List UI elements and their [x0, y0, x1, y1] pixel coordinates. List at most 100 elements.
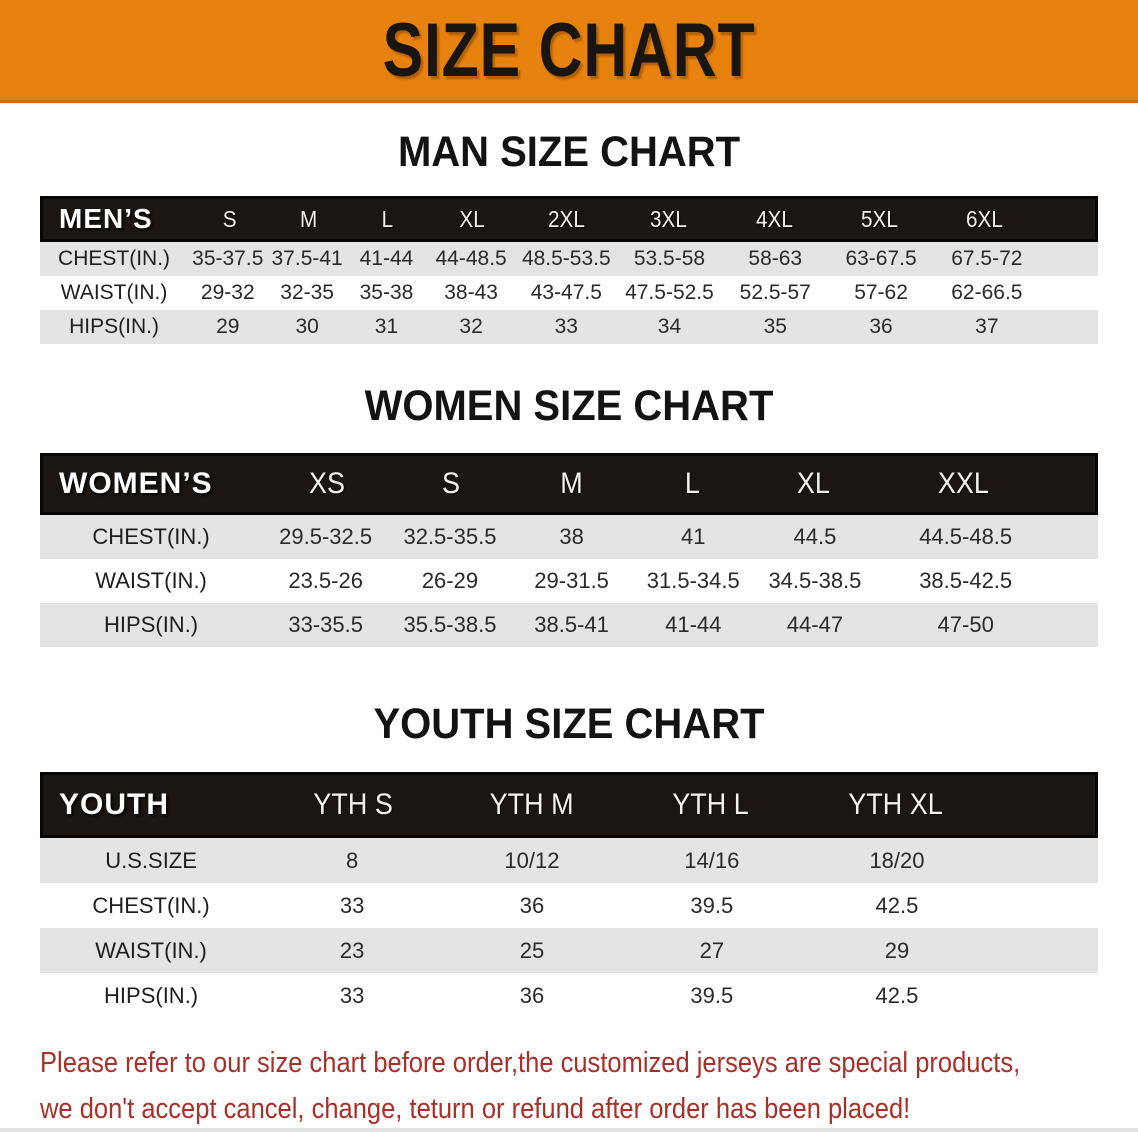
- men-group-label-text: MEN’S: [59, 203, 153, 234]
- men-column-header: M: [269, 199, 348, 239]
- disclaimer-line-1: Please refer to our size chart before or…: [40, 1047, 1021, 1079]
- youth-size-value-text: 36: [519, 892, 545, 918]
- women-column-header: S: [390, 456, 511, 512]
- women-band-spacer: [1053, 456, 1095, 512]
- men-size-value-text: 29-32: [200, 281, 255, 304]
- women-size-value-text: 44.5: [793, 524, 837, 549]
- youth-size-value-text: 39.5: [690, 892, 734, 918]
- women-size-value-text: 41: [681, 524, 706, 549]
- women-size-value-text: 29-31.5: [534, 568, 609, 593]
- men-size-value-text: 58-63: [748, 247, 803, 270]
- men-row-label: CHEST(IN.): [40, 242, 188, 276]
- youth-size-value: 42.5: [802, 973, 992, 1018]
- women-column-header-text: M: [560, 467, 583, 500]
- women-size-value-text: 26-29: [421, 568, 479, 593]
- women-size-value: 44.5: [754, 515, 876, 559]
- women-size-value: 33-35.5: [262, 603, 389, 647]
- men-size-value: 48.5-53.5: [516, 242, 617, 276]
- youth-size-value-text: 8: [345, 847, 359, 873]
- men-size-value: 53.5-58: [617, 242, 723, 276]
- men-size-value: 43-47.5: [516, 276, 617, 310]
- youth-size-value-text: 10/12: [504, 847, 560, 873]
- youth-size-table: YOUTH YTH S YTH M YTH L YTH XL U.S.SIZE 8 10/12…: [40, 772, 1098, 1018]
- men-column-header-text: XL: [458, 205, 485, 232]
- men-column-header-text: 5XL: [860, 205, 898, 232]
- youth-size-value-text: 42.5: [875, 982, 919, 1008]
- women-row-label: CHEST(IN.): [40, 515, 262, 559]
- women-column-header: XXL: [874, 456, 1053, 512]
- men-row-label-text: CHEST(IN.): [58, 247, 171, 270]
- men-size-value: 38-43: [426, 276, 516, 310]
- youth-row-label-text: U.S.SIZE: [105, 847, 197, 873]
- youth-size-value-text: 18/20: [869, 847, 925, 873]
- men-size-value-text: 41-44: [359, 247, 414, 270]
- men-size-value: 32: [426, 310, 516, 344]
- men-size-value-text: 67.5-72: [951, 247, 1023, 270]
- men-size-value-text: 35-38: [359, 281, 414, 304]
- men-size-value-text: 44-48.5: [435, 247, 507, 270]
- youth-row-label-text: WAIST(IN.): [95, 937, 207, 963]
- women-size-value-text: 44.5-48.5: [919, 524, 1013, 549]
- women-size-value-text: 38.5-41: [534, 612, 609, 637]
- men-column-header-text: 4XL: [755, 205, 793, 232]
- men-size-value-text: 34: [657, 315, 682, 338]
- men-measure-row: HIPS(IN.) 29 30 31 32 33 34 35 36 37: [40, 310, 1098, 344]
- men-size-value-text: 36: [869, 315, 893, 338]
- men-size-value-text: 32-35: [280, 281, 334, 304]
- men-column-header: 3XL: [616, 199, 721, 239]
- men-size-value: 36: [828, 310, 934, 344]
- men-measure-row: CHEST(IN.) 35-37.5 37.5-41 41-44 44-48.5 48.5…: [40, 242, 1098, 276]
- men-column-header-text: 6XL: [966, 205, 1003, 232]
- youth-size-value-text: 39.5: [690, 982, 734, 1008]
- youth-band-spacer: [990, 775, 1095, 835]
- size-chart-banner: SIZE CHART: [0, 0, 1138, 103]
- youth-size-value-text: 23: [339, 937, 365, 963]
- men-size-value-text: 53.5-58: [633, 247, 706, 270]
- women-size-value-text: 44-47: [786, 612, 844, 637]
- youth-size-value: 42.5: [802, 883, 992, 928]
- men-column-header-text: S: [222, 205, 237, 232]
- youth-measure-row: U.S.SIZE 8 10/12 14/16 18/20: [40, 838, 1098, 883]
- women-row-label-text: HIPS(IN.): [104, 612, 199, 637]
- women-row-label: WAIST(IN.): [40, 559, 262, 603]
- men-size-value: 47.5-52.5: [617, 276, 723, 310]
- youth-size-value-text: 14/16: [684, 847, 740, 873]
- women-column-header: L: [632, 456, 753, 512]
- men-group-label: MEN’S: [43, 199, 190, 239]
- women-size-value: 41-44: [632, 603, 754, 647]
- youth-row-spacer: [992, 838, 1098, 883]
- youth-size-value-text: 29: [884, 937, 910, 963]
- women-group-label-text: WOMEN’S: [59, 467, 213, 500]
- women-measure-row: HIPS(IN.) 33-35.5 35.5-38.5 38.5-41 41-44 44-…: [40, 603, 1098, 647]
- men-size-value: 35-37.5: [188, 242, 267, 276]
- men-size-table: MEN’S S M L XL 2XL 3XL 4XL 5XL 6XL CHEST(IN.) 35-37…: [40, 196, 1098, 344]
- youth-row-label: CHEST(IN.): [40, 883, 262, 928]
- women-size-value: 41: [632, 515, 754, 559]
- youth-size-value: 8: [262, 838, 442, 883]
- women-size-value-text: 47-50: [937, 612, 994, 637]
- women-measure-row: WAIST(IN.) 23.5-26 26-29 29-31.5 31.5-34.5 34…: [40, 559, 1098, 603]
- women-size-value: 29-31.5: [511, 559, 633, 603]
- women-column-header: XS: [264, 456, 390, 512]
- men-measure-row: WAIST(IN.) 29-32 32-35 35-38 38-43 43-47.5 47.…: [40, 276, 1098, 310]
- youth-size-value: 14/16: [622, 838, 802, 883]
- men-row-spacer: [1040, 276, 1098, 310]
- women-size-value-text: 29.5-32.5: [279, 524, 373, 549]
- women-measure-row: CHEST(IN.) 29.5-32.5 32.5-35.5 38 41 44.5 44.5…: [40, 515, 1098, 559]
- women-row-spacer: [1056, 515, 1098, 559]
- youth-size-value: 33: [262, 973, 442, 1018]
- men-size-value-text: 33: [554, 315, 578, 338]
- youth-size-value-text: 33: [339, 982, 365, 1008]
- women-size-value-text: 23.5-26: [288, 568, 363, 593]
- bottom-edge-strip: [0, 1128, 1138, 1132]
- men-size-value: 37: [934, 310, 1040, 344]
- men-column-header: 5XL: [827, 199, 932, 239]
- men-size-value-text: 52.5-57: [739, 281, 811, 304]
- men-size-value-text: 37: [975, 315, 999, 338]
- men-size-value: 35-38: [347, 276, 426, 310]
- men-column-header: 4XL: [721, 199, 826, 239]
- youth-size-value: 36: [442, 973, 622, 1018]
- men-size-value: 35: [722, 310, 828, 344]
- youth-size-value: 18/20: [802, 838, 992, 883]
- women-size-value-text: 34.5-38.5: [768, 568, 862, 593]
